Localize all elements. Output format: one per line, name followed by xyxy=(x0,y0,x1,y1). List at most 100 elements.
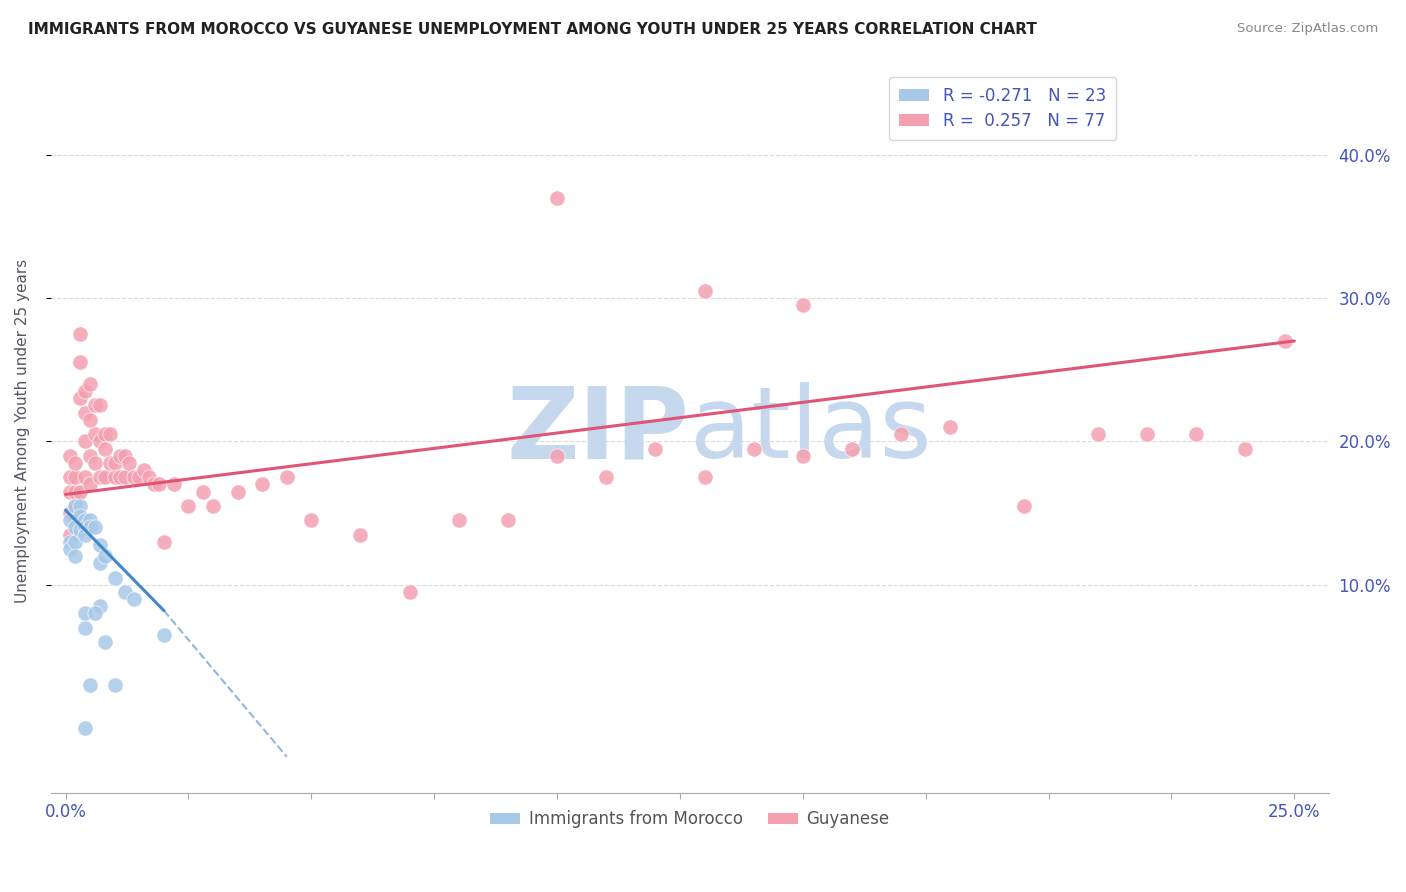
Point xyxy=(153,534,176,549)
Point xyxy=(84,399,107,413)
Point xyxy=(143,477,166,491)
Point xyxy=(79,678,101,692)
Point xyxy=(89,599,111,614)
Point xyxy=(65,456,87,470)
Point xyxy=(104,470,127,484)
Text: IMMIGRANTS FROM MOROCCO VS GUYANESE UNEMPLOYMENT AMONG YOUTH UNDER 25 YEARS CORR: IMMIGRANTS FROM MOROCCO VS GUYANESE UNEM… xyxy=(28,22,1038,37)
Point xyxy=(299,513,322,527)
Point xyxy=(65,513,87,527)
Point xyxy=(65,470,87,484)
Point xyxy=(349,527,371,541)
Point xyxy=(108,470,131,484)
Point xyxy=(59,506,82,520)
Text: ZIP: ZIP xyxy=(508,382,690,479)
Point xyxy=(59,527,82,541)
Point xyxy=(693,470,716,484)
Point xyxy=(177,499,200,513)
Point xyxy=(75,607,97,621)
Point xyxy=(1234,442,1257,456)
Point xyxy=(1136,427,1159,442)
Point xyxy=(69,355,91,369)
Point xyxy=(94,427,117,442)
Point xyxy=(79,513,101,527)
Point xyxy=(94,470,117,484)
Point xyxy=(69,508,91,523)
Point xyxy=(1274,334,1296,348)
Point xyxy=(75,721,97,735)
Point xyxy=(138,470,160,484)
Point xyxy=(65,534,87,549)
Point xyxy=(59,470,82,484)
Point xyxy=(644,442,666,456)
Point xyxy=(108,449,131,463)
Legend: Immigrants from Morocco, Guyanese: Immigrants from Morocco, Guyanese xyxy=(484,804,896,835)
Point xyxy=(75,513,97,527)
Point xyxy=(98,456,121,470)
Point xyxy=(79,376,101,391)
Point xyxy=(226,484,249,499)
Point xyxy=(693,284,716,298)
Point xyxy=(104,570,127,584)
Point xyxy=(546,449,568,463)
Point xyxy=(148,477,170,491)
Point xyxy=(104,456,127,470)
Point xyxy=(939,420,962,434)
Point xyxy=(1185,427,1208,442)
Y-axis label: Unemployment Among Youth under 25 years: Unemployment Among Youth under 25 years xyxy=(15,259,30,603)
Point xyxy=(124,470,146,484)
Point xyxy=(84,427,107,442)
Point xyxy=(75,527,97,541)
Point xyxy=(65,484,87,499)
Point xyxy=(276,470,298,484)
Point xyxy=(94,635,117,649)
Point xyxy=(84,456,107,470)
Point xyxy=(84,607,107,621)
Point xyxy=(250,477,273,491)
Point xyxy=(75,470,97,484)
Point xyxy=(128,470,150,484)
Point xyxy=(496,513,519,527)
Point xyxy=(69,499,91,513)
Point xyxy=(65,499,87,513)
Point xyxy=(792,298,814,312)
Point xyxy=(65,499,87,513)
Point xyxy=(595,470,617,484)
Point xyxy=(841,442,863,456)
Point xyxy=(69,523,91,537)
Point xyxy=(94,442,117,456)
Point xyxy=(69,484,91,499)
Point xyxy=(69,326,91,341)
Point xyxy=(94,549,117,563)
Point xyxy=(98,427,121,442)
Point xyxy=(792,449,814,463)
Point xyxy=(202,499,225,513)
Point xyxy=(890,427,912,442)
Point xyxy=(79,449,101,463)
Point xyxy=(124,592,146,607)
Point xyxy=(79,413,101,427)
Point xyxy=(114,449,136,463)
Point xyxy=(163,477,186,491)
Point xyxy=(79,520,101,534)
Point xyxy=(1012,499,1035,513)
Point xyxy=(118,456,141,470)
Point xyxy=(89,399,111,413)
Point xyxy=(546,190,568,204)
Point xyxy=(75,621,97,635)
Point xyxy=(89,538,111,552)
Point xyxy=(59,449,82,463)
Point xyxy=(114,470,136,484)
Point xyxy=(59,484,82,499)
Point xyxy=(84,520,107,534)
Point xyxy=(59,513,82,527)
Point xyxy=(398,585,420,599)
Point xyxy=(59,541,82,556)
Point xyxy=(742,442,765,456)
Point xyxy=(69,392,91,406)
Text: Source: ZipAtlas.com: Source: ZipAtlas.com xyxy=(1237,22,1378,36)
Point xyxy=(104,678,127,692)
Point xyxy=(89,556,111,570)
Point xyxy=(1087,427,1109,442)
Point xyxy=(89,434,111,449)
Point xyxy=(65,520,87,534)
